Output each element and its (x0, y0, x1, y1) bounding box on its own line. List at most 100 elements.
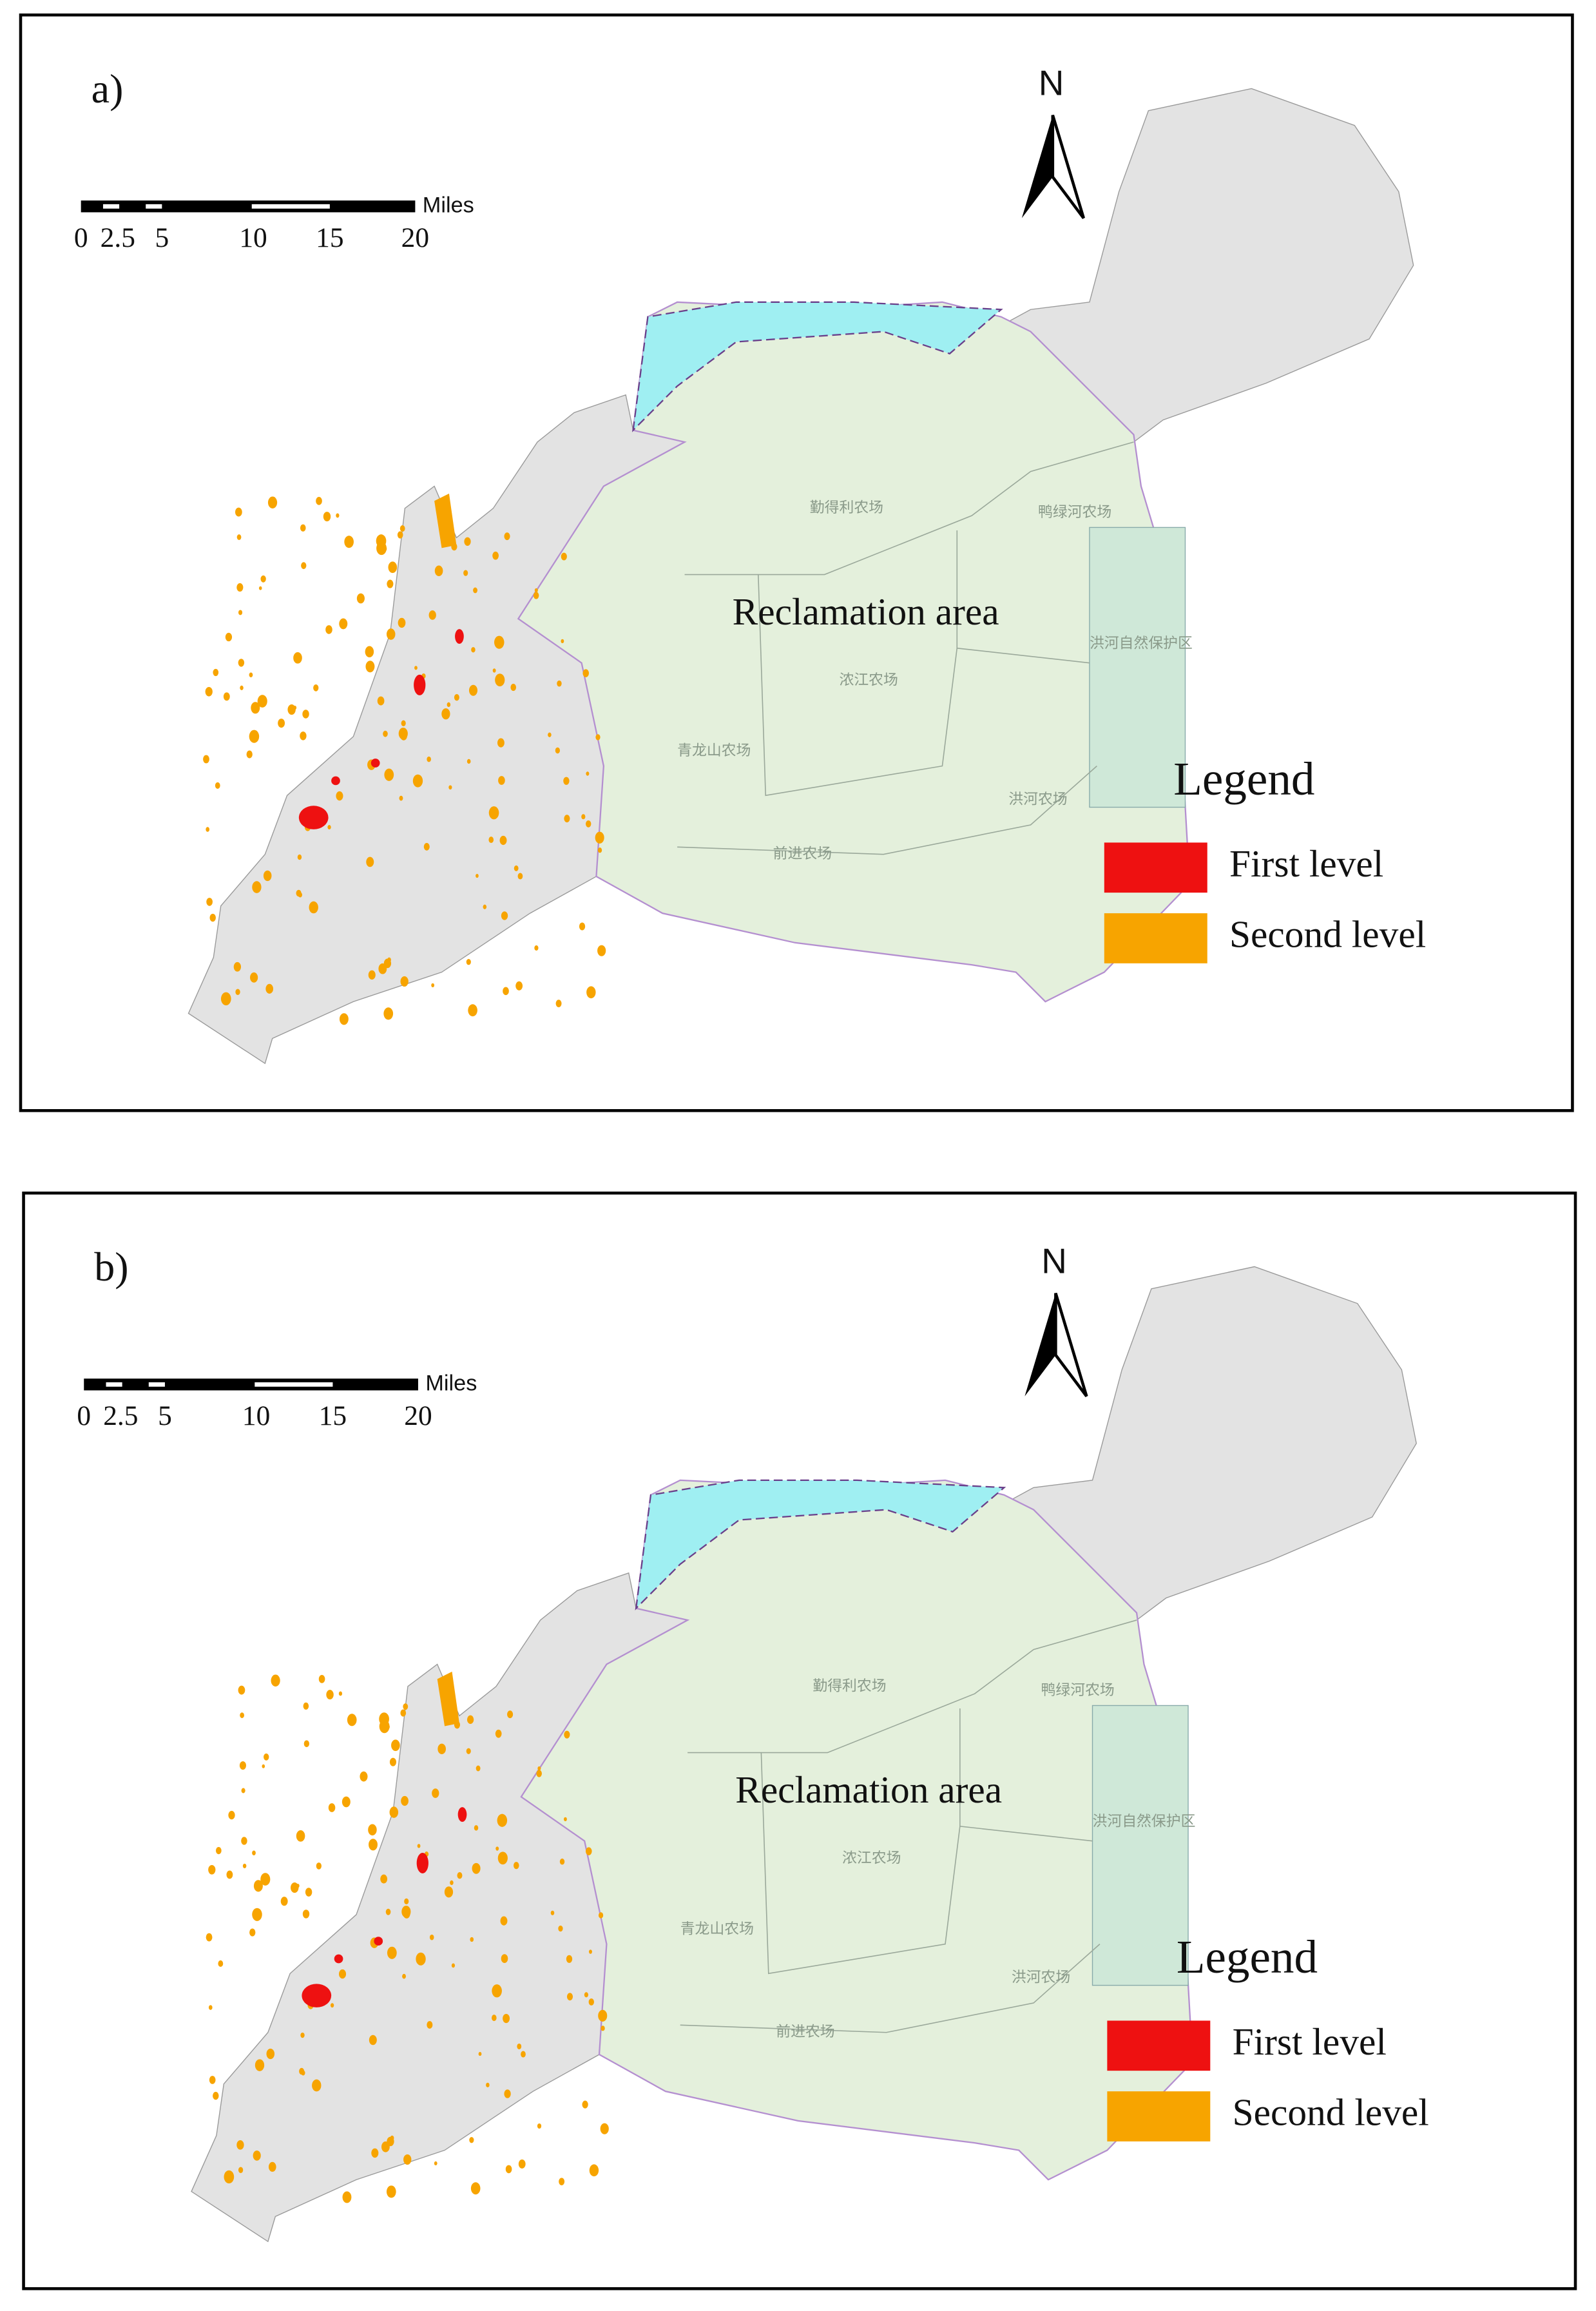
second-level-patch (205, 686, 213, 697)
second-level-patch (365, 661, 375, 673)
second-level-patch (504, 532, 510, 541)
panel-label: b) (94, 1244, 128, 1290)
second-level-patch (469, 2136, 474, 2143)
scale-bar-segment (146, 204, 162, 209)
first-level-patch (457, 1807, 467, 1822)
second-level-patch (434, 565, 443, 577)
second-level-patch (586, 771, 590, 776)
second-level-patch (238, 2167, 244, 2174)
second-level-patch (206, 827, 210, 832)
second-level-patch (251, 702, 260, 714)
second-level-patch (387, 957, 391, 963)
second-level-patch (300, 524, 306, 532)
second-level-patch (398, 617, 406, 628)
second-level-patch (300, 731, 307, 740)
second-level-patch (488, 806, 499, 820)
place-label: 浓江农场 (842, 1850, 901, 1867)
second-level-patch (451, 1963, 456, 1968)
second-level-patch (518, 2159, 526, 2169)
river-strip (632, 301, 1003, 432)
second-level-patch (241, 1788, 245, 1794)
second-level-patch (312, 2079, 322, 2092)
second-level-patch (589, 2164, 599, 2177)
second-level-patch (387, 579, 394, 588)
north-arrow (1051, 114, 1085, 219)
second-level-patch (380, 1874, 388, 1884)
second-level-patch (600, 2123, 609, 2134)
first-level-patch (298, 806, 329, 829)
second-level-patch (262, 1764, 265, 1768)
place-label: 鸭绿河农场 (1041, 1682, 1115, 1699)
second-level-patch (397, 531, 403, 539)
second-level-patch (498, 776, 505, 785)
north-arrow (1021, 115, 1053, 218)
second-level-patch (377, 696, 385, 706)
second-level-patch (598, 2009, 608, 2022)
second-level-patch (278, 719, 285, 728)
second-level-patch (497, 1852, 508, 1865)
second-level-patch (226, 1870, 233, 1879)
second-level-patch (240, 1712, 244, 1718)
second-level-patch (302, 710, 309, 719)
second-level-patch (257, 695, 267, 708)
second-level-patch (296, 1830, 305, 1842)
second-level-patch (454, 693, 459, 701)
second-level-patch (238, 610, 243, 615)
second-level-patch (470, 1937, 474, 1942)
second-level-patch (412, 774, 423, 788)
second-level-patch (249, 730, 260, 743)
legend-label: First level (1229, 842, 1383, 885)
second-level-patch (441, 708, 450, 720)
second-level-patch (266, 2048, 275, 2060)
second-level-patch (514, 865, 519, 871)
second-level-patch (521, 2051, 526, 2058)
second-level-patch (303, 1740, 309, 1748)
second-level-patch (468, 1004, 477, 1017)
second-level-patch (213, 2091, 219, 2100)
place-label: 浓江农场 (839, 672, 898, 689)
second-level-patch (368, 970, 376, 980)
place-label: 勤得利农场 (812, 1678, 886, 1694)
farm-boundaries (680, 1620, 1137, 2033)
legend-label: Second level (1229, 913, 1426, 956)
place-label: 前进农场 (776, 2024, 834, 2040)
scale-tick-label: 10 (239, 222, 267, 253)
second-level-patch (457, 1872, 463, 1879)
second-level-patch (401, 1795, 409, 1806)
ne-region (948, 88, 1414, 443)
second-level-patch (209, 913, 216, 922)
second-level-patch (313, 684, 319, 691)
second-level-patch (267, 496, 278, 508)
scale-tick-label: 10 (242, 1400, 270, 1431)
second-level-patch (582, 669, 590, 677)
second-level-patch (341, 1796, 351, 1808)
scale-bar-segment (251, 204, 330, 209)
second-level-patch (339, 1013, 349, 1025)
second-level-patch (492, 1984, 502, 1998)
second-level-patch (339, 618, 348, 630)
second-level-patch (555, 1000, 562, 1007)
second-level-patch (427, 756, 431, 762)
second-level-patch (236, 583, 244, 592)
second-level-patch (464, 537, 471, 546)
second-level-patch (309, 901, 318, 914)
second-level-patch (383, 730, 388, 737)
second-level-patch (305, 1888, 312, 1897)
second-level-patch (391, 1739, 400, 1752)
second-level-patch (385, 1908, 391, 1915)
legend-title: Legend (1177, 1931, 1318, 1983)
second-level-patch (296, 889, 302, 897)
second-level-patch (206, 898, 213, 906)
area-label: Reclamation area (735, 1768, 1002, 1811)
river-strip (635, 1479, 1006, 1610)
first-level-patch (416, 1852, 428, 1873)
legend-title: Legend (1173, 753, 1314, 805)
second-level-patch (404, 1898, 409, 1904)
second-level-patch (505, 2165, 512, 2174)
second-level-patch (564, 1817, 567, 1822)
second-level-patch (323, 512, 331, 521)
second-level-patch (466, 1748, 471, 1754)
second-level-patch (381, 2141, 390, 2152)
second-level-patch (586, 1847, 592, 1855)
